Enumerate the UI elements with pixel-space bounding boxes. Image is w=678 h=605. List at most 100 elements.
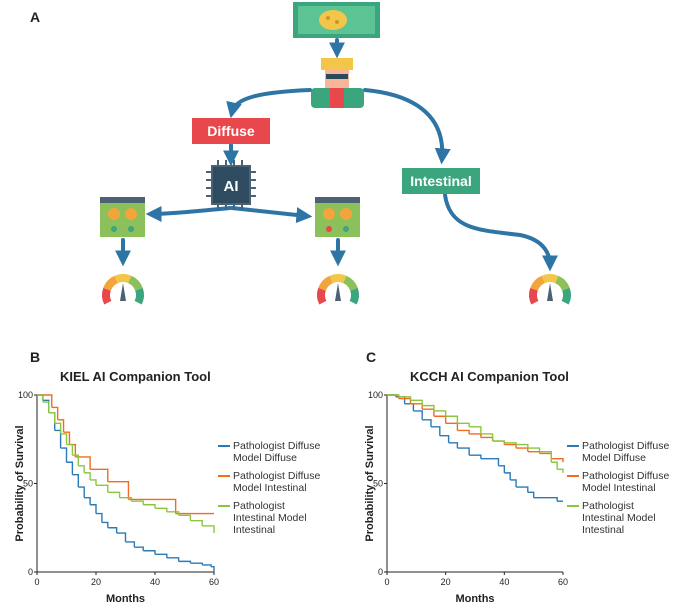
- legend-swatch: [567, 445, 579, 447]
- survival-step: [54, 429, 62, 449]
- survival-step: [433, 410, 447, 417]
- survival-step: [107, 481, 130, 500]
- survival-step: [433, 415, 447, 424]
- survival-step: [57, 419, 65, 433]
- survival-step: [72, 454, 79, 466]
- survival-step: [90, 479, 97, 486]
- gauge-arc: [318, 275, 334, 291]
- survival-step: [410, 403, 423, 410]
- survival-step: [51, 406, 59, 420]
- intestinal-box: [402, 168, 480, 194]
- survival-step: [78, 486, 85, 498]
- survival-step: [42, 401, 50, 413]
- survival-step: [37, 394, 44, 401]
- survival-step: [516, 486, 529, 493]
- survival-step: [431, 426, 441, 436]
- survival-step: [439, 435, 450, 443]
- gauge-arc: [134, 287, 144, 305]
- survival-step: [527, 450, 541, 454]
- gauge-arc: [329, 274, 347, 284]
- survival-step: [107, 527, 118, 534]
- gauge-arc: [530, 275, 546, 291]
- legend: Pathologist Diffuse Model Diffuse Patholo…: [218, 440, 326, 542]
- legend-swatch: [218, 475, 230, 477]
- survival-step: [96, 512, 103, 523]
- survival-step: [202, 564, 212, 567]
- survival-step: [60, 447, 68, 463]
- legend-swatch: [567, 505, 579, 507]
- intestinal-label: Intestinal: [410, 173, 471, 189]
- survival-step: [422, 404, 435, 411]
- legend-label: Pathologist Diffuse Model Diffuse: [233, 440, 321, 464]
- survival-step: [533, 496, 558, 502]
- result-window: [315, 197, 360, 237]
- survival-step: [480, 436, 494, 442]
- survival-step: [398, 396, 412, 401]
- survival-step: [457, 447, 470, 456]
- survival-step: [60, 433, 68, 445]
- y-tick-label: 100: [368, 390, 383, 400]
- gauges: [102, 274, 571, 305]
- survival-step: [387, 394, 400, 397]
- gauge-needle: [547, 283, 553, 301]
- y-tick-label: 50: [23, 479, 33, 489]
- survival-step: [404, 403, 415, 411]
- gauge-arc: [342, 275, 358, 291]
- gauge-arc: [541, 274, 559, 284]
- x-axis-label: Months: [106, 593, 145, 605]
- legend-label: Pathologist Intestinal Model Intestinal: [233, 500, 307, 536]
- survival-step: [155, 507, 168, 512]
- survival-step: [48, 412, 56, 424]
- survival-step: [72, 473, 79, 488]
- y-tick-label: 100: [18, 390, 33, 400]
- survival-step: [178, 514, 192, 521]
- x-tick-label: 60: [558, 577, 568, 587]
- x-tick-label: 0: [384, 577, 389, 587]
- legend-label: Pathologist Intestinal Model Intestinal: [582, 500, 656, 536]
- survival-step: [54, 422, 62, 434]
- legend-entry: Pathologist Intestinal Model Intestinal: [218, 500, 326, 536]
- survival-step: [469, 426, 482, 434]
- survival-step: [551, 461, 558, 470]
- survival-step: [63, 431, 71, 445]
- pathologist-icon: [311, 58, 364, 108]
- gauge-arc: [103, 275, 119, 291]
- survival-step: [143, 550, 156, 555]
- legend-entry: Pathologist Diffuse Model Intestinal: [218, 470, 326, 494]
- survival-step: [125, 541, 136, 548]
- x-tick-label: 20: [91, 577, 101, 587]
- chart-title: KCCH AI Companion Tool: [410, 369, 569, 384]
- survival-step: [202, 525, 215, 534]
- gauge-arc: [317, 287, 327, 305]
- gauge-needle: [120, 283, 126, 301]
- legend-swatch: [218, 505, 230, 507]
- survival-step: [410, 399, 423, 406]
- survival-step: [37, 394, 44, 403]
- gauge-arc: [349, 287, 359, 305]
- survival-step: [422, 419, 432, 427]
- y-axis-label: Probability of Survival: [14, 425, 26, 541]
- legend-swatch: [218, 445, 230, 447]
- legend-entry: Pathologist Intestinal Model Intestinal: [567, 500, 675, 536]
- gauge-arc: [102, 287, 112, 305]
- survival-step: [504, 472, 511, 480]
- survival-step: [504, 443, 517, 449]
- survival-step: [166, 511, 180, 516]
- survival-step: [190, 519, 203, 526]
- survival-step: [395, 396, 406, 404]
- survival-step: [557, 468, 564, 473]
- survival-step: [48, 412, 56, 431]
- x-tick-label: 40: [499, 577, 509, 587]
- survival-step: [37, 394, 53, 408]
- gauge-needle: [335, 283, 341, 301]
- survival-step: [480, 458, 500, 466]
- survival-step: [128, 498, 177, 514]
- legend-label: Pathologist Diffuse Model Intestinal: [233, 470, 321, 494]
- legend-entry: Pathologist Diffuse Model Diffuse: [218, 440, 326, 464]
- ai-chip: [206, 160, 256, 210]
- survival-step: [422, 408, 435, 417]
- survival-step: [119, 496, 133, 502]
- survival-step: [84, 496, 91, 505]
